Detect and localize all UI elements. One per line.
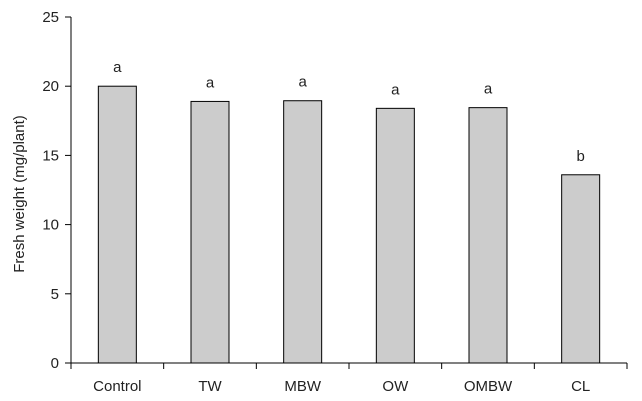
- bar-control: [97, 85, 137, 364]
- significance-label: a: [391, 81, 400, 98]
- bar-tw: [190, 100, 230, 364]
- y-axis: 0 5 10 15 20 25: [42, 9, 72, 372]
- significance-label: a: [484, 81, 493, 98]
- bar-mbw: [283, 100, 323, 364]
- y-tick-label: 20: [42, 78, 59, 95]
- x-tick-label: TW: [198, 378, 222, 395]
- bar-ombw: [468, 107, 508, 364]
- x-axis: Control TW MBW OW OMBW CL: [70, 362, 628, 395]
- bar-ow: [375, 107, 415, 364]
- significance-label: a: [113, 59, 122, 76]
- bars: [97, 85, 601, 364]
- y-axis-title: Fresh weight (mg/plant): [11, 115, 28, 273]
- significance-label: b: [576, 148, 584, 165]
- x-tick-label: CL: [571, 378, 590, 395]
- significance-labels: a a a a a b: [113, 59, 585, 165]
- bar-cl: [561, 174, 601, 364]
- y-tick-label: 5: [51, 286, 59, 303]
- significance-label: a: [298, 74, 307, 91]
- y-tick-label: 10: [42, 217, 59, 234]
- x-tick-label: OMBW: [464, 378, 513, 395]
- significance-label: a: [206, 74, 215, 91]
- x-tick-label: OW: [382, 378, 409, 395]
- y-tick-label: 0: [51, 355, 59, 372]
- x-tick-label: Control: [93, 378, 141, 395]
- x-tick-label: MBW: [284, 378, 322, 395]
- y-tick-label: 25: [42, 9, 59, 26]
- y-tick-label: 15: [42, 147, 59, 164]
